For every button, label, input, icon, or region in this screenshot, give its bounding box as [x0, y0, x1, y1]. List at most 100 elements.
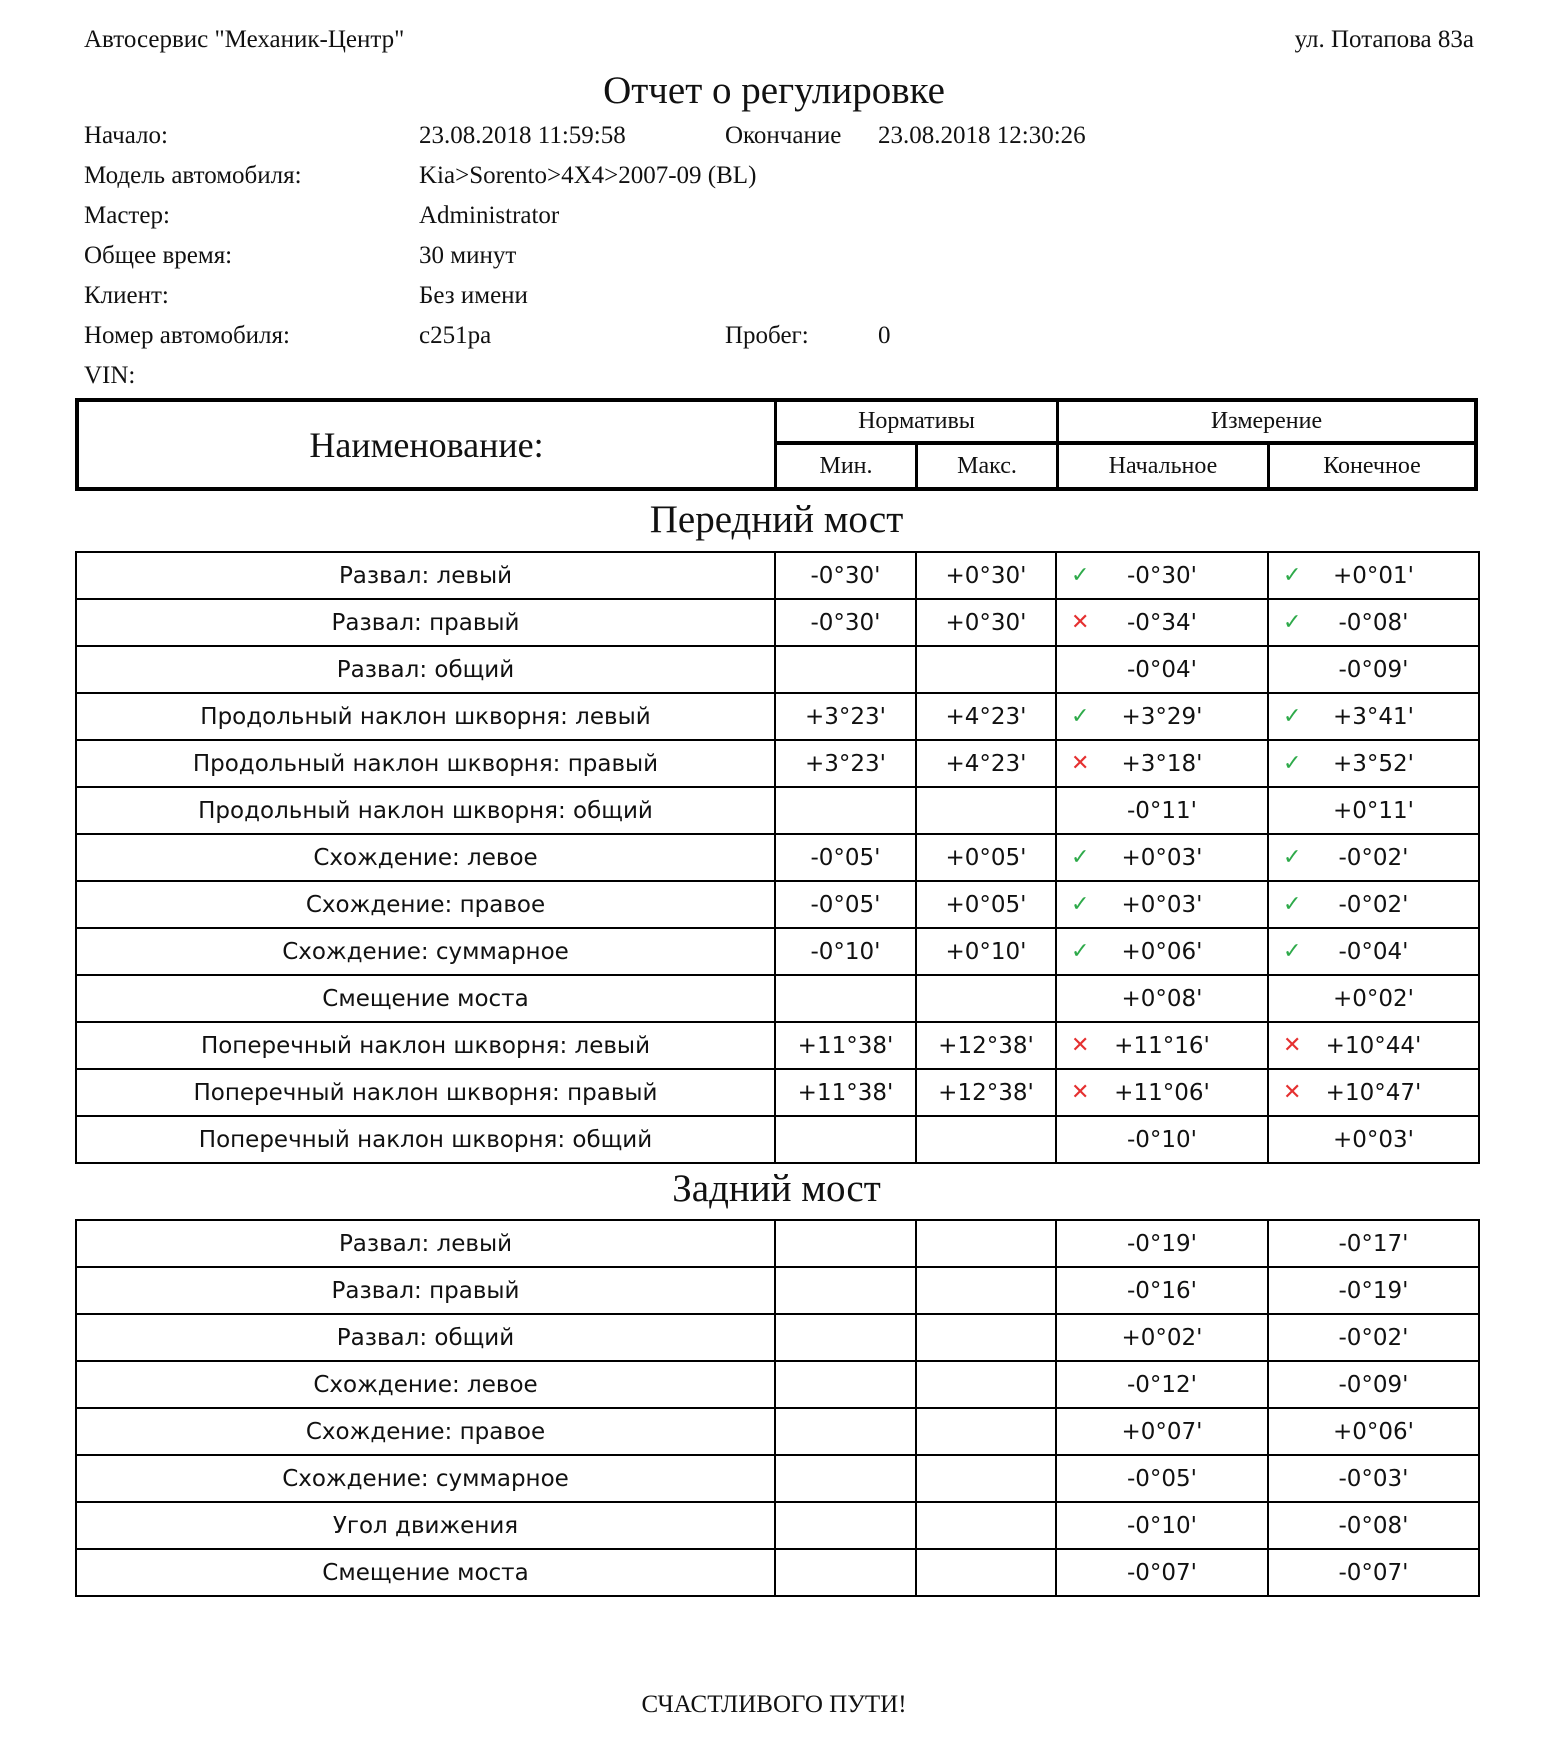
norm-min-cell: +3°23'	[774, 692, 917, 741]
norm-min: -0°05'	[810, 844, 881, 871]
table-row: Смещение моста +0°08' +0°02'	[75, 974, 1480, 1023]
header-name: Наименование:	[309, 424, 544, 465]
param-name: Поперечный наклон шкворня: правый	[193, 1079, 658, 1106]
final-value: -0°02'	[1338, 1324, 1409, 1351]
mileage-value: 0	[878, 322, 891, 349]
table-row: Схождение: левое -0°05' +0°05' ✓ +0°03' ✓ -0°0…	[75, 833, 1480, 882]
norm-max-cell: +0°05'	[915, 880, 1057, 929]
norm-max-cell	[915, 1360, 1057, 1409]
final-value-cell: ✓ -0°08'	[1267, 598, 1480, 647]
final-value: +10°47'	[1325, 1079, 1422, 1106]
header-norms: Нормативы	[774, 402, 1056, 445]
check-icon: ✓	[1283, 609, 1302, 635]
initial-value: +0°02'	[1121, 1324, 1203, 1351]
param-name-cell: Схождение: левое	[75, 833, 776, 882]
norm-max-cell	[915, 1454, 1057, 1503]
final-value-cell: ✓ +3°41'	[1267, 692, 1480, 741]
norm-max-cell	[915, 1548, 1057, 1597]
cross-icon: ✕	[1283, 1032, 1302, 1058]
table-header: Наименование: Нормативы Измерение Мин. М…	[75, 398, 1478, 491]
initial-value-cell: -0°12'	[1055, 1360, 1269, 1409]
header-initial: Начальное	[1056, 445, 1267, 487]
table-row: Продольный наклон шкворня: правый +3°23' +…	[75, 739, 1480, 788]
param-name: Развал: левый	[338, 1230, 513, 1257]
norm-max-cell	[915, 1115, 1057, 1164]
initial-value-cell: -0°10'	[1055, 1115, 1269, 1164]
final-value: -0°07'	[1338, 1559, 1409, 1586]
initial-value: -0°16'	[1126, 1277, 1198, 1304]
start-value: 23.08.2018 11:59:58	[419, 122, 626, 149]
norm-min-cell: -0°30'	[774, 551, 917, 600]
final-value: -0°02'	[1338, 891, 1409, 918]
norm-min: +11°38'	[797, 1032, 894, 1059]
param-name: Смещение моста	[322, 985, 529, 1012]
initial-value-cell: -0°16'	[1055, 1266, 1269, 1315]
rear-axle-title: Задний мост	[672, 1167, 881, 1210]
param-name: Развал: правый	[331, 1277, 520, 1304]
param-name-cell: Смещение моста	[75, 974, 776, 1023]
norm-min-cell	[774, 1360, 917, 1409]
param-name: Схождение: левое	[313, 1371, 538, 1398]
initial-value-cell: -0°05'	[1055, 1454, 1269, 1503]
model-value: Kia>Sorento>4X4>2007-09 (BL)	[419, 162, 757, 189]
norm-max: +0°05'	[945, 844, 1027, 871]
table-row: Смещение моста -0°07' -0°07'	[75, 1548, 1480, 1597]
param-name-cell: Поперечный наклон шкворня: общий	[75, 1115, 776, 1164]
initial-value: +0°07'	[1121, 1418, 1203, 1445]
final-value-cell: -0°17'	[1267, 1219, 1480, 1268]
norm-min-cell: -0°05'	[774, 880, 917, 929]
end-value: 23.08.2018 12:30:26	[878, 122, 1086, 149]
norm-min-cell: +3°23'	[774, 739, 917, 788]
norm-min: -0°10'	[810, 938, 881, 965]
norm-max-cell	[915, 786, 1057, 835]
table-row: Поперечный наклон шкворня: левый +11°38' +…	[75, 1021, 1480, 1070]
cross-icon: ✕	[1071, 609, 1090, 635]
final-value-cell: -0°07'	[1267, 1548, 1480, 1597]
norm-min-cell	[774, 1313, 917, 1362]
norm-max-cell: +12°38'	[915, 1021, 1057, 1070]
norm-min-cell	[774, 786, 917, 835]
initial-value: +0°08'	[1121, 985, 1203, 1012]
final-value: -0°19'	[1338, 1277, 1409, 1304]
check-icon: ✓	[1071, 562, 1090, 588]
check-icon: ✓	[1283, 844, 1302, 870]
norm-min: -0°30'	[810, 562, 881, 589]
header-max: Макс.	[915, 445, 1056, 487]
final-value: -0°08'	[1338, 1512, 1409, 1539]
param-name-cell: Развал: общий	[75, 1313, 776, 1362]
header-measurement: Измерение	[1056, 402, 1474, 445]
company-name: Автосервис "Механик-Центр"	[84, 26, 405, 53]
final-value: +3°41'	[1333, 703, 1414, 730]
initial-value-cell: ✕ +3°18'	[1055, 739, 1269, 788]
initial-value: +11°16'	[1114, 1032, 1210, 1059]
company-address: ул. Потапова 83а	[1294, 26, 1474, 53]
initial-value: -0°07'	[1126, 1559, 1198, 1586]
table-row: Угол движения -0°10' -0°08'	[75, 1501, 1480, 1550]
final-value: +0°03'	[1333, 1126, 1414, 1153]
table-row: Схождение: суммарное -0°10' +0°10' ✓ +0°06' ✓…	[75, 927, 1480, 976]
initial-value: -0°19'	[1126, 1230, 1198, 1257]
final-value-cell: -0°19'	[1267, 1266, 1480, 1315]
check-icon: ✓	[1283, 562, 1302, 588]
cross-icon: ✕	[1071, 1079, 1090, 1105]
cross-icon: ✕	[1071, 750, 1090, 776]
check-icon: ✓	[1071, 891, 1090, 917]
initial-value: +3°29'	[1121, 703, 1203, 730]
end-label: Окончание	[725, 122, 842, 149]
initial-value: -0°05'	[1126, 1465, 1198, 1492]
norm-max: +0°30'	[945, 609, 1027, 636]
initial-value-cell: -0°07'	[1055, 1548, 1269, 1597]
final-value: +3°52'	[1333, 750, 1414, 777]
param-name: Поперечный наклон шкворня: левый	[200, 1032, 651, 1059]
param-name: Схождение: левое	[313, 844, 538, 871]
norm-min-cell: -0°05'	[774, 833, 917, 882]
final-value-cell: -0°08'	[1267, 1501, 1480, 1550]
param-name-cell: Угол движения	[75, 1501, 776, 1550]
initial-value: -0°12'	[1126, 1371, 1198, 1398]
table-row: Продольный наклон шкворня: левый +3°23' +4…	[75, 692, 1480, 741]
param-name: Схождение: суммарное	[282, 938, 569, 965]
table-row: Развал: общий -0°04' -0°09'	[75, 645, 1480, 694]
param-name-cell: Развал: левый	[75, 1219, 776, 1268]
final-value-cell: ✕ +10°47'	[1267, 1068, 1480, 1117]
param-name-cell: Развал: общий	[75, 645, 776, 694]
